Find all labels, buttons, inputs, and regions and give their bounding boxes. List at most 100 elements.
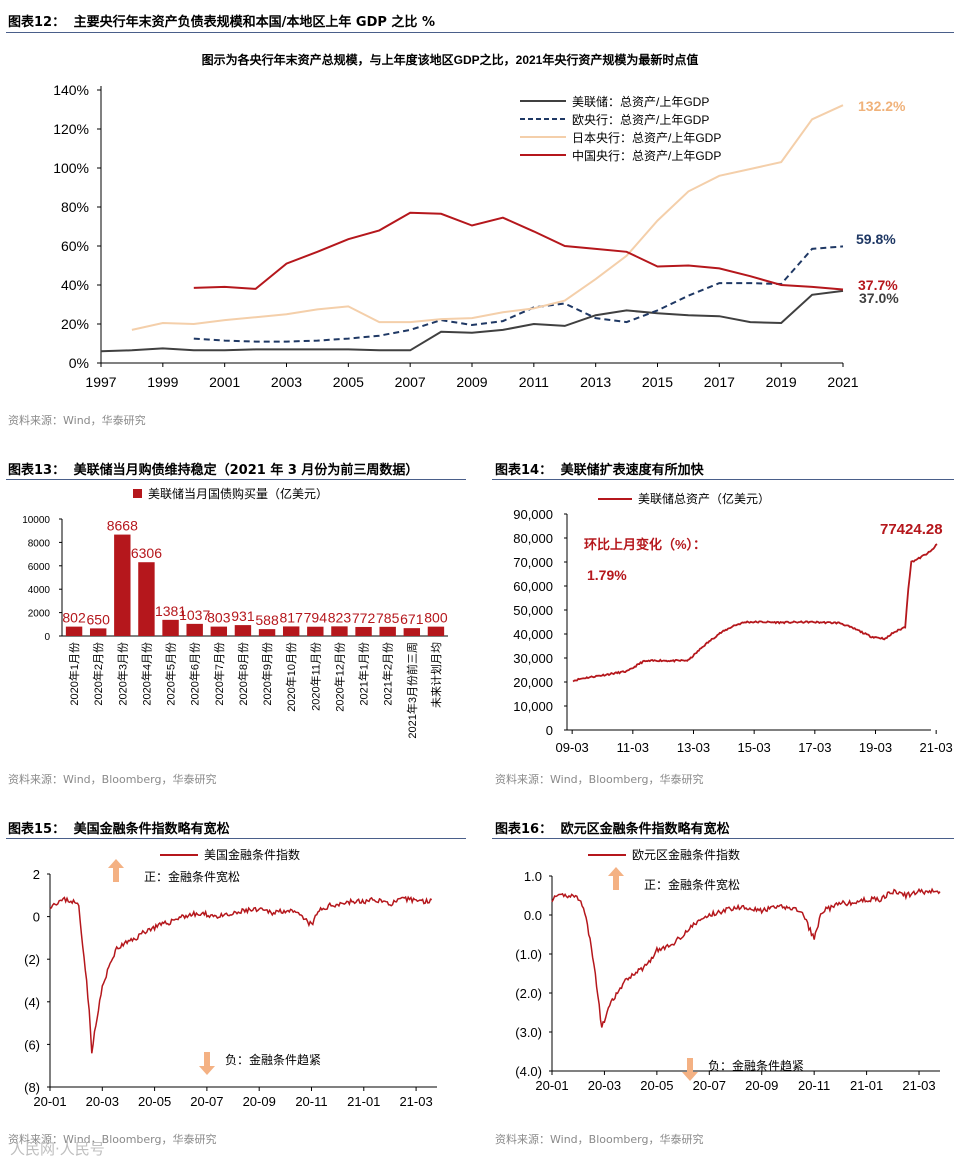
fig13-bar [89, 628, 107, 636]
fig12-end-label: 37.7% [858, 277, 898, 293]
fig12-legend-label: 中国央行：总资产/上年GDP [572, 148, 721, 163]
fig12-rule [6, 32, 954, 33]
fig16-x-tick-label: 20-11 [798, 1078, 830, 1093]
fig15-down-arrow-icon [199, 1052, 215, 1075]
fig13-y-tick-label: 2000 [28, 609, 51, 620]
fig15-y-tick-label: (2) [24, 952, 40, 967]
fig16-x-tick-label: 21-01 [850, 1078, 883, 1093]
fig14-y-tick-label: 30,000 [513, 651, 553, 666]
fig13-category-label: 2020年3月份 [115, 642, 129, 706]
fig12-x-tick-label: 2017 [704, 374, 735, 390]
fig16-pos-note: 正：金融条件宽松 [644, 877, 740, 892]
fig16-y-tick-label: 1.0 [524, 869, 542, 884]
fig13-category-label: 2020年5月份 [164, 642, 178, 706]
fig14-annotation-value: 1.79% [587, 567, 627, 583]
fig12-series-line [193, 211, 844, 291]
fig13-y-tick-label: 0 [44, 632, 50, 643]
fig16-x-tick-label: 20-03 [588, 1078, 621, 1093]
fig13-bar [282, 626, 300, 636]
fig12-end-label: 37.0% [859, 290, 899, 306]
fig13-source: 资料来源：Wind，Bloomberg，华泰研究 [8, 773, 217, 786]
fig15-x-tick-label: 20-07 [190, 1094, 223, 1109]
fig13-category-label: 2020年7月份 [212, 642, 226, 706]
fig14-x-tick-label: 17-03 [798, 740, 831, 755]
fig12-end-label: 132.2% [858, 98, 906, 114]
fig15-label: 图表15： [8, 822, 66, 837]
fig14-title: 美联储扩表速度有所加快 [560, 463, 704, 478]
fig12-legend-label: 美联储：总资产/上年GDP [572, 94, 709, 109]
fig15-source: 资料来源：Wind，Bloomberg，华泰研究 [8, 1133, 217, 1146]
fig13-bar [403, 628, 421, 636]
fig13-category-label: 2020年8月份 [236, 642, 250, 706]
fig14-x-tick-label: 19-03 [859, 740, 892, 755]
fig13-data-label: 671 [400, 611, 424, 627]
fig14-y-tick-label: 70,000 [513, 555, 553, 570]
fig13-category-label: 2021年2月份 [381, 642, 395, 706]
fig12-x-tick-label: 2011 [519, 374, 549, 390]
fig12-label: 图表12： [8, 15, 66, 30]
fig13-category-label: 2021年1月份 [357, 642, 371, 706]
fig13-data-label: 650 [87, 611, 111, 627]
fig14-y-tick-label: 40,000 [513, 627, 553, 642]
fig16-rule [492, 838, 954, 839]
fig13-data-label: 785 [376, 610, 400, 626]
fig15-y-tick-label: (4) [24, 995, 40, 1010]
fig13-bar [162, 619, 179, 636]
fig13-data-label: 1381 [155, 603, 186, 619]
fig12-y-tick-label: 80% [61, 199, 89, 215]
fig13-category-label: 2020年12月份 [332, 642, 346, 712]
fig12-title: 主要央行年末资产负债表规模和本国/本地区上年 GDP 之比 % [73, 15, 435, 30]
fig12-x-tick-label: 2015 [642, 374, 673, 390]
fig16-down-arrow-icon [682, 1058, 698, 1081]
fig16-y-tick-label: (4.0) [515, 1064, 542, 1079]
fig14-y-tick-label: 90,000 [513, 507, 553, 522]
fig13-data-label: 800 [424, 610, 448, 626]
fig12-legend-label: 日本央行：总资产/上年GDP [572, 131, 721, 145]
fig16-x-tick-label: 20-09 [745, 1078, 778, 1093]
fig13-data-label: 817 [280, 609, 304, 625]
fig14-x-tick-label: 15-03 [738, 740, 771, 755]
fig15-x-tick-label: 20-03 [86, 1094, 119, 1109]
fig13-bar [258, 629, 276, 636]
fig13-category-label: 2020年2月份 [91, 642, 105, 706]
fig13-bar [114, 534, 131, 636]
fig13-bar [186, 623, 203, 636]
fig14-y-tick-label: 10,000 [513, 699, 553, 714]
fig13-data-label: 802 [62, 610, 86, 626]
fig13-data-label: 8668 [107, 518, 138, 534]
fig12-y-tick-label: 40% [61, 277, 89, 293]
fig13-legend-swatch [133, 489, 142, 498]
fig13-category-label: 2020年4月份 [139, 642, 153, 706]
fig13-category-label: 2020年9月份 [260, 642, 274, 706]
fig12-x-tick-label: 2001 [209, 374, 240, 390]
fig16-series-line [551, 887, 941, 1028]
fig12-x-tick-label: 2013 [580, 374, 611, 390]
fig16-label: 图表16： [495, 822, 553, 837]
fig15-x-tick-label: 20-05 [138, 1094, 171, 1109]
fig16-y-tick-label: (2.0) [515, 986, 542, 1001]
fig13-data-label: 1037 [179, 607, 210, 623]
fig15-header: 图表15： 美国金融条件指数略有宽松 [8, 818, 230, 837]
fig12-y-tick-label: 140% [53, 82, 89, 98]
fig14-end-label: 77424.28 [880, 521, 943, 538]
fig13-data-label: 803 [207, 610, 231, 626]
fig14-source: 资料来源：Wind，Bloomberg，华泰研究 [495, 773, 704, 786]
fig13-bar [307, 626, 324, 636]
fig13-title: 美联储当月购债维持稳定（2021 年 3 月份为前三周数据） [73, 463, 419, 478]
fig16-source: 资料来源：Wind，Bloomberg，华泰研究 [495, 1133, 704, 1146]
fig16-legend-label: 欧元区金融条件指数 [632, 847, 740, 862]
fig12-legend-label: 欧央行：总资产/上年GDP [572, 113, 709, 127]
fig12-x-tick-label: 2019 [766, 374, 797, 390]
fig13-category-label: 未来计划月均 [430, 642, 443, 708]
fig15-series-line [49, 895, 433, 1054]
fig14-header: 图表14： 美联储扩表速度有所加快 [495, 459, 704, 478]
fig16-neg-note: 负：金融条件趋紧 [708, 1058, 804, 1073]
fig13-category-label: 2020年11月份 [308, 642, 322, 711]
watermark: 人民网·人民号 [10, 1140, 105, 1158]
fig15-y-tick-label: (8) [24, 1080, 40, 1095]
fig15-x-tick-label: 20-01 [33, 1094, 66, 1109]
fig13-y-tick-label: 6000 [28, 562, 51, 573]
fig14-y-tick-label: 0 [546, 723, 553, 738]
fig12-x-tick-label: 2021 [827, 374, 858, 390]
